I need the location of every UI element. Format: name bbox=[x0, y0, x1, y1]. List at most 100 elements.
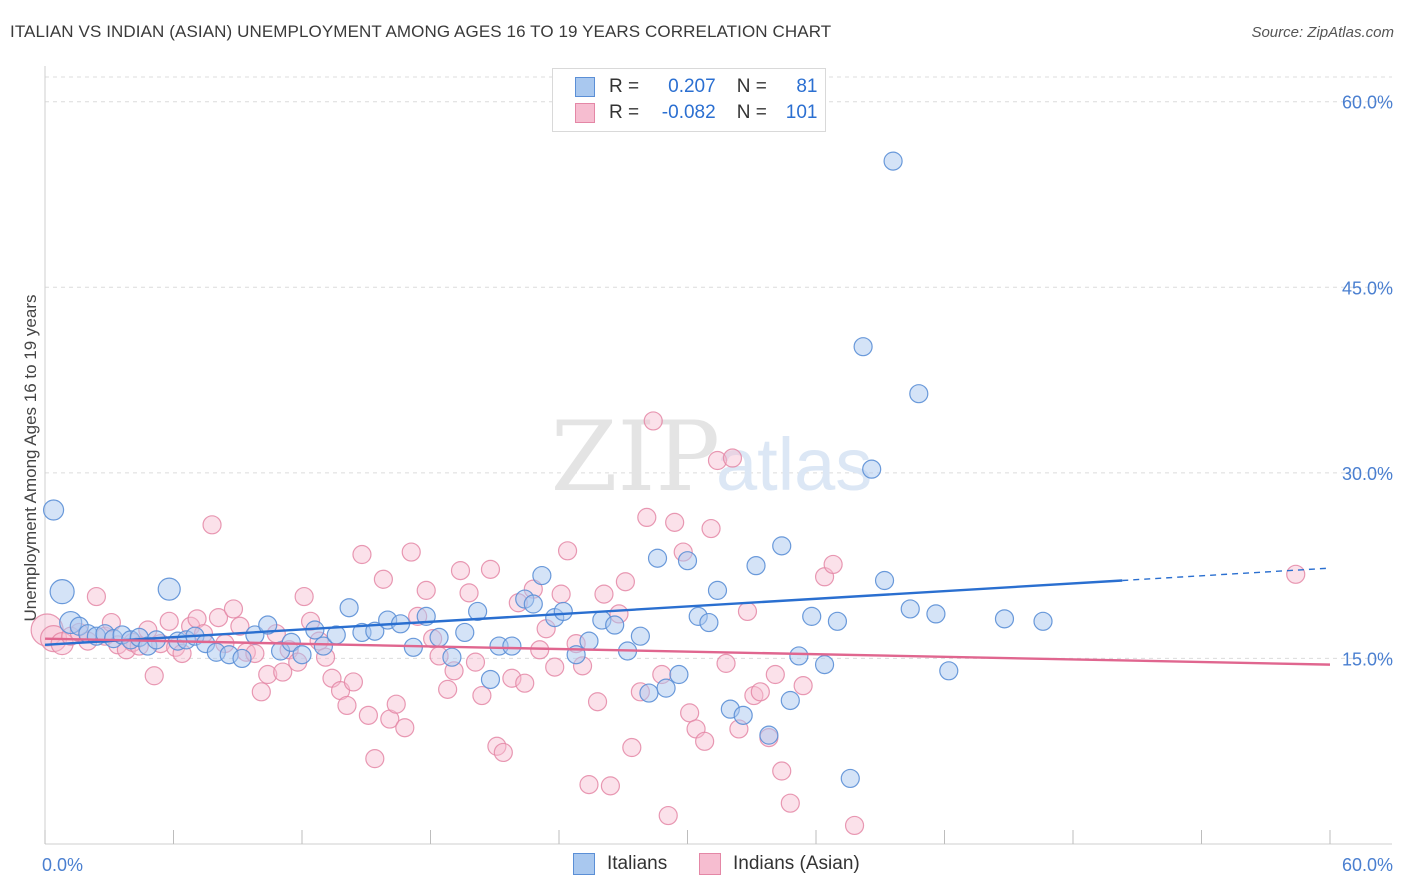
italians-point bbox=[579, 631, 599, 651]
indians-point bbox=[793, 676, 813, 696]
italians-r-value: 0.207 bbox=[668, 76, 716, 97]
indians-point bbox=[557, 541, 578, 561]
indians-point bbox=[780, 793, 800, 813]
y-tick-label: 45.0% bbox=[1342, 278, 1393, 298]
italians-point bbox=[339, 598, 359, 618]
italians-point bbox=[699, 612, 719, 633]
italians-point bbox=[258, 615, 278, 635]
indians-point bbox=[493, 742, 513, 763]
legend-row-italians: R = 0.207 N = 81 bbox=[575, 75, 817, 99]
chart-title: ITALIAN VS INDIAN (ASIAN) UNEMPLOYMENT A… bbox=[10, 22, 832, 41]
italians-point bbox=[900, 599, 920, 619]
indians-point bbox=[373, 569, 393, 589]
italians-swatch bbox=[575, 76, 595, 97]
indians-point bbox=[716, 653, 736, 673]
indians-point bbox=[401, 542, 421, 562]
indians-point bbox=[594, 584, 614, 604]
indians-point bbox=[665, 512, 685, 532]
italians-point bbox=[365, 621, 385, 641]
indians-point bbox=[1286, 564, 1306, 584]
x-tick-label: 60.0% bbox=[1342, 855, 1393, 875]
indians-point bbox=[230, 616, 250, 636]
italians-trend-extension bbox=[1122, 567, 1331, 582]
indians-point bbox=[223, 599, 244, 619]
italians-point bbox=[523, 594, 543, 614]
y-axis-label: Unemployment Among Ages 16 to 19 years bbox=[21, 295, 40, 622]
italians-point bbox=[502, 636, 522, 656]
watermark-atlas: atlas bbox=[716, 423, 872, 506]
italians-point bbox=[780, 690, 800, 711]
grid-lines bbox=[45, 76, 1392, 659]
indians-point bbox=[707, 450, 728, 471]
italians-point bbox=[874, 570, 895, 591]
indians-point bbox=[658, 805, 678, 826]
italians-point bbox=[1033, 611, 1053, 631]
indians-point bbox=[144, 666, 164, 686]
italians-point bbox=[926, 604, 946, 624]
italians-point bbox=[656, 678, 676, 698]
italians-legend-swatch bbox=[573, 852, 595, 875]
italians-point bbox=[232, 648, 252, 669]
italians-point bbox=[733, 705, 753, 725]
italians-point bbox=[909, 384, 929, 404]
italians-point bbox=[746, 556, 766, 576]
indians-point bbox=[258, 664, 278, 685]
indians-point bbox=[459, 583, 479, 603]
indians-point bbox=[615, 572, 635, 592]
italians-point bbox=[883, 151, 903, 171]
italians-point bbox=[429, 627, 449, 648]
indians-point bbox=[765, 664, 785, 685]
indians-point bbox=[622, 737, 642, 758]
italians-point bbox=[313, 636, 334, 656]
italians-point bbox=[759, 725, 779, 745]
indians-trend-line bbox=[44, 637, 1331, 666]
italians-point bbox=[630, 626, 650, 646]
italians-n-value: 81 bbox=[796, 76, 818, 97]
indians-point bbox=[587, 692, 608, 712]
indians-point bbox=[551, 584, 571, 604]
legend-r-label: R = bbox=[609, 76, 640, 97]
italians-point bbox=[42, 499, 65, 521]
indians-point bbox=[695, 731, 715, 751]
italians-point bbox=[827, 611, 848, 631]
indians-point bbox=[680, 703, 700, 723]
italians-point bbox=[455, 622, 475, 643]
x-tick-label: 0.0% bbox=[42, 855, 83, 875]
italians-point bbox=[292, 645, 312, 665]
italians-point bbox=[994, 609, 1015, 629]
watermark-zip: ZIP bbox=[551, 401, 720, 513]
indians-r-value: -0.082 bbox=[661, 102, 716, 123]
legend-item-indians: Indians (Asian) bbox=[699, 852, 860, 876]
italians-point bbox=[532, 565, 552, 586]
axes bbox=[44, 66, 1392, 845]
indians-point bbox=[352, 544, 372, 565]
indians-point bbox=[416, 580, 436, 600]
indians-point bbox=[450, 561, 471, 581]
italians-points bbox=[42, 151, 1053, 789]
indians-point bbox=[579, 775, 599, 795]
italians-point bbox=[862, 459, 882, 479]
indians-point bbox=[502, 668, 522, 688]
chart-source: Source: ZipAtlas.com bbox=[1251, 24, 1394, 41]
indians-point bbox=[358, 705, 378, 725]
italians-point bbox=[605, 615, 625, 635]
indians-point bbox=[86, 586, 107, 607]
indians-point bbox=[772, 761, 792, 781]
italians-point bbox=[442, 647, 462, 667]
indians-point bbox=[365, 749, 385, 769]
indians-legend-label: Indians (Asian) bbox=[733, 853, 860, 874]
indians-point bbox=[637, 507, 657, 528]
indians-point bbox=[465, 652, 486, 672]
italians-legend-label: Italians bbox=[607, 853, 668, 874]
italians-point bbox=[639, 683, 659, 703]
legend-r-label: R = bbox=[609, 102, 640, 123]
indians-point bbox=[823, 554, 843, 575]
tick-labels: 15.0% 30.0% 45.0% 60.0% 0.0% 60.0% bbox=[42, 93, 1393, 875]
indians-point bbox=[737, 601, 758, 622]
indians-point bbox=[273, 662, 293, 682]
indians-n-value: 101 bbox=[785, 102, 818, 123]
indians-point bbox=[208, 608, 229, 628]
italians-point bbox=[553, 601, 573, 622]
legend-n-label: N = bbox=[736, 102, 767, 123]
